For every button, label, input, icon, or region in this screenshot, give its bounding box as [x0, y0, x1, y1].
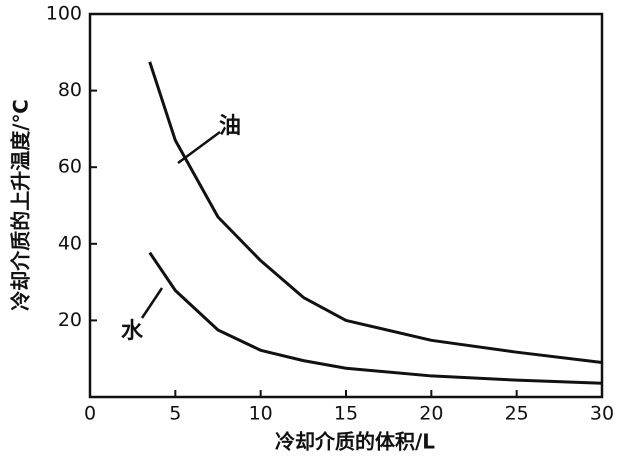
- plot-frame: [88, 12, 604, 399]
- leader-line: [140, 287, 164, 319]
- x-tick-label: 10: [249, 403, 273, 425]
- line-series: [148, 61, 603, 365]
- series-label: 水: [121, 319, 144, 344]
- y-tick-label: 100: [46, 3, 82, 25]
- line-series: [148, 251, 603, 385]
- x-tick-label: 20: [419, 403, 443, 425]
- y-axis-label: 冷却介质的上升温度/℃: [9, 99, 33, 311]
- y-tick-label: 20: [58, 309, 82, 331]
- y-tick-label: 80: [58, 79, 82, 101]
- x-axis-label: 冷却介质的体积/L: [275, 430, 435, 454]
- series-label: 油: [219, 114, 241, 139]
- y-tick-label: 60: [58, 156, 82, 178]
- x-tick-label: 5: [169, 403, 181, 425]
- leader-line: [177, 130, 221, 165]
- x-tick-label: 0: [84, 403, 96, 425]
- x-tick-label: 15: [334, 403, 358, 425]
- x-tick-label: 30: [590, 403, 614, 425]
- y-tick-label: 40: [58, 232, 82, 254]
- x-tick-label: 25: [505, 403, 529, 425]
